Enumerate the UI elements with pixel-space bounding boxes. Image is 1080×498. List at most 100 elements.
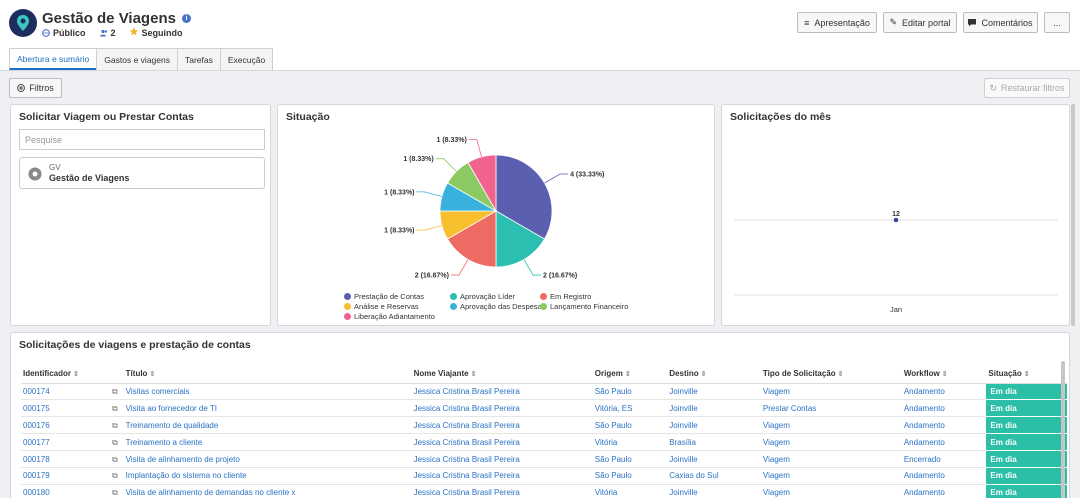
table-cell[interactable]: Visitas comerciais [123, 383, 412, 401]
external-link-icon[interactable]: ⧉ [111, 454, 118, 464]
column-header[interactable]: Destino ⇕ [667, 365, 761, 384]
table-cell[interactable]: São Paulo [592, 416, 668, 435]
table-cell[interactable]: Jessica Cristina Brasil Pereira [411, 383, 593, 401]
external-link-icon[interactable]: ⧉ [111, 403, 118, 413]
column-header[interactable]: Identificador ⇕ [21, 365, 124, 384]
table-cell[interactable]: Viagem [760, 484, 902, 498]
follow-indicator[interactable]: ★ Seguindo [130, 27, 183, 38]
sort-icon[interactable]: ⇕ [941, 371, 948, 379]
table-cell[interactable]: Visita ao fornecedor de TI [123, 399, 412, 418]
tab-overview[interactable]: Abertura e sumário [9, 48, 98, 70]
members-indicator[interactable]: 2 [99, 28, 116, 38]
column-header[interactable]: Origem ⇕ [592, 365, 668, 384]
column-header[interactable]: Situação ⇕ [986, 365, 1067, 384]
sort-icon[interactable]: ⇕ [624, 371, 631, 379]
visibility-indicator[interactable]: Público [42, 28, 86, 38]
filters-button[interactable]: Filtros [9, 78, 62, 98]
table-row[interactable]: 000178 ⧉ Visita de alinhamento de projeto J… [21, 450, 1067, 468]
table-cell[interactable]: São Paulo [592, 450, 668, 468]
legend-item[interactable]: Lançamento Financeiro [540, 302, 628, 311]
table-cell[interactable]: Jessica Cristina Brasil Pereira [411, 484, 593, 498]
table-cell[interactable]: Treinamento de qualidade [123, 416, 412, 435]
table-cell[interactable]: Treinamento a cliente [123, 433, 412, 452]
external-link-icon[interactable]: ⧉ [111, 437, 118, 447]
search-input[interactable]: Pesquise [19, 129, 265, 150]
cell-text[interactable]: 000177 [23, 437, 50, 447]
table-row[interactable]: 000177 ⧉ Treinamento a cliente Jessica Cris… [21, 433, 1067, 452]
cell-text[interactable]: 000178 [23, 454, 50, 464]
legend-item[interactable]: Prestação de Contas [344, 292, 424, 301]
cell-text[interactable]: 000175 [23, 403, 50, 413]
table-cell[interactable]: Joinville [667, 450, 761, 468]
table-cell[interactable]: Jessica Cristina Brasil Pereira [411, 416, 593, 435]
table-cell[interactable]: Andamento [901, 416, 987, 435]
external-link-icon[interactable]: ⧉ [111, 471, 118, 481]
external-link-icon[interactable]: ⧉ [111, 420, 118, 430]
table-cell[interactable]: 000178 ⧉ [21, 450, 124, 468]
table-cell[interactable]: Caxias do Sul [667, 467, 761, 485]
table-cell[interactable]: Implantação do sistema no cliente [123, 467, 412, 485]
table-cell[interactable]: Andamento [901, 484, 987, 498]
table-cell[interactable]: 000177 ⧉ [21, 433, 124, 452]
table-cell[interactable]: 000180 ⧉ [21, 484, 124, 498]
table-cell[interactable]: Joinville [667, 383, 761, 401]
data-point[interactable] [893, 217, 899, 223]
external-link-icon[interactable]: ⧉ [111, 386, 118, 396]
column-header[interactable]: Título ⇕ [123, 365, 412, 384]
table-cell[interactable]: Viagem [760, 433, 902, 452]
table-cell[interactable]: Vitória, ES [592, 399, 668, 418]
edit-portal-button[interactable]: ✎ Editar portal [883, 12, 957, 33]
column-header[interactable]: Tipo de Solicitação ⇕ [760, 365, 902, 384]
sort-icon[interactable]: ⇕ [700, 371, 707, 379]
sort-icon[interactable]: ⇕ [837, 371, 844, 379]
column-header[interactable]: Workflow ⇕ [901, 365, 987, 384]
comments-button[interactable]: Comentários [963, 12, 1038, 33]
table-cell[interactable]: Viagem [760, 383, 902, 401]
cell-text[interactable]: 000176 [23, 420, 50, 430]
table-cell[interactable]: Vitória [592, 484, 668, 498]
sort-icon[interactable]: ⇕ [73, 371, 79, 379]
cell-text[interactable]: 000179 [23, 471, 50, 481]
table-cell[interactable]: São Paulo [592, 383, 668, 401]
table-cell[interactable]: Visita de alinhamento de projeto [123, 450, 412, 468]
table-cell[interactable]: Jessica Cristina Brasil Pereira [411, 450, 593, 468]
info-icon[interactable]: i [181, 14, 191, 23]
sort-icon[interactable]: ⇕ [1023, 371, 1030, 379]
table-cell[interactable]: Viagem [760, 416, 902, 435]
pie-slice[interactable] [495, 154, 553, 240]
table-cell[interactable]: Joinville [667, 399, 761, 418]
table-cell[interactable]: Andamento [901, 467, 987, 485]
table-cell[interactable]: 000174 ⧉ [21, 383, 124, 401]
tab-tasks[interactable]: Tarefas [176, 48, 221, 70]
table-cell[interactable]: 000175 ⧉ [21, 399, 124, 418]
table-scrollbar[interactable] [1061, 361, 1065, 498]
legend-item[interactable]: Aprovação Líder [450, 292, 515, 301]
cell-text[interactable]: 000180 [23, 488, 50, 498]
table-cell[interactable]: Joinville [667, 416, 761, 435]
table-row[interactable]: 000174 ⧉ Visitas comerciais Jessica Cristin… [21, 383, 1067, 401]
table-row[interactable]: 000180 ⧉ Visita de alinhamento de demandas… [21, 484, 1067, 498]
table-row[interactable]: 000179 ⧉ Implantação do sistema no cliente… [21, 467, 1067, 485]
external-link-icon[interactable]: ⧉ [111, 488, 118, 498]
tab-execution[interactable]: Execução [219, 48, 274, 70]
presentation-button[interactable]: ≡ Apresentação [797, 12, 877, 33]
table-cell[interactable]: 000179 ⧉ [21, 467, 124, 485]
tab-expenses-travel[interactable]: Gastos e viagens [96, 48, 178, 70]
table-cell[interactable]: 000176 ⧉ [21, 416, 124, 435]
table-cell[interactable]: Jessica Cristina Brasil Pereira [411, 399, 593, 418]
table-cell[interactable]: Brasília [667, 433, 761, 452]
table-row[interactable]: 000176 ⧉ Treinamento de qualidade Jessica C… [21, 416, 1067, 435]
pie-slice[interactable] [446, 210, 497, 268]
table-cell[interactable]: Viagem [760, 467, 902, 485]
table-row[interactable]: 000175 ⧉ Visita ao fornecedor de TI Jessica… [21, 399, 1067, 418]
table-cell[interactable]: Jessica Cristina Brasil Pereira [411, 467, 593, 485]
table-cell[interactable]: Encerrado [901, 450, 987, 468]
more-button[interactable]: ... [1044, 12, 1070, 33]
pie-slice[interactable] [495, 210, 546, 268]
legend-item[interactable]: Em Registro [540, 292, 591, 301]
page-scrollbar[interactable] [1071, 104, 1075, 326]
table-cell[interactable]: Visita de alinhamento de demandas no cli… [123, 484, 412, 498]
pie-slice[interactable] [467, 154, 497, 213]
table-cell[interactable]: Vitória [592, 433, 668, 452]
table-cell[interactable]: Joinville [667, 484, 761, 498]
